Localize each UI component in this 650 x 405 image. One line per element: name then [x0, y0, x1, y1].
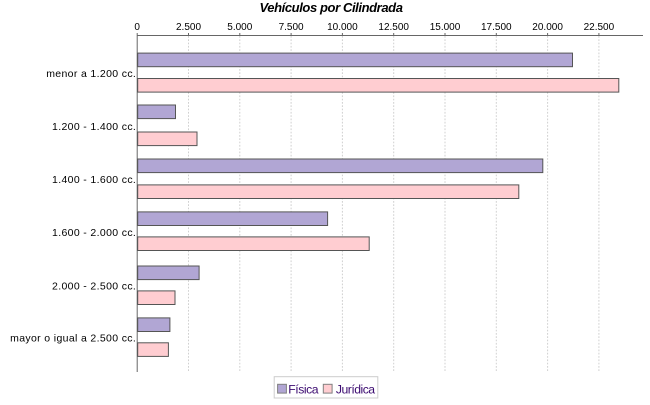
svg-text:5.000: 5.000 [227, 22, 252, 33]
svg-text:Vehículos por Cilindrada: Vehículos por Cilindrada [259, 0, 402, 15]
svg-text:menor a 1.200 cc.: menor a 1.200 cc. [46, 68, 136, 80]
svg-text:Física: Física [288, 382, 318, 396]
svg-text:2.500: 2.500 [176, 22, 201, 33]
svg-text:15.000: 15.000 [430, 22, 461, 33]
svg-text:1.400 - 1.600 cc.: 1.400 - 1.600 cc. [52, 174, 136, 186]
svg-text:22.500: 22.500 [584, 22, 615, 33]
svg-text:17.500: 17.500 [481, 22, 512, 33]
svg-text:1.200 - 1.400 cc.: 1.200 - 1.400 cc. [52, 121, 136, 133]
svg-text:1.600 - 2.000 cc.: 1.600 - 2.000 cc. [52, 227, 136, 239]
svg-text:2.000 - 2.500 cc.: 2.000 - 2.500 cc. [52, 280, 136, 292]
svg-text:12.500: 12.500 [378, 22, 409, 33]
svg-text:Jurídica: Jurídica [336, 382, 375, 396]
svg-text:20.000: 20.000 [532, 22, 563, 33]
svg-text:10.000: 10.000 [327, 22, 358, 33]
svg-text:7.500: 7.500 [279, 22, 304, 33]
svg-text:mayor o igual a 2.500 cc.: mayor o igual a 2.500 cc. [10, 332, 136, 344]
svg-text:0: 0 [134, 22, 140, 33]
